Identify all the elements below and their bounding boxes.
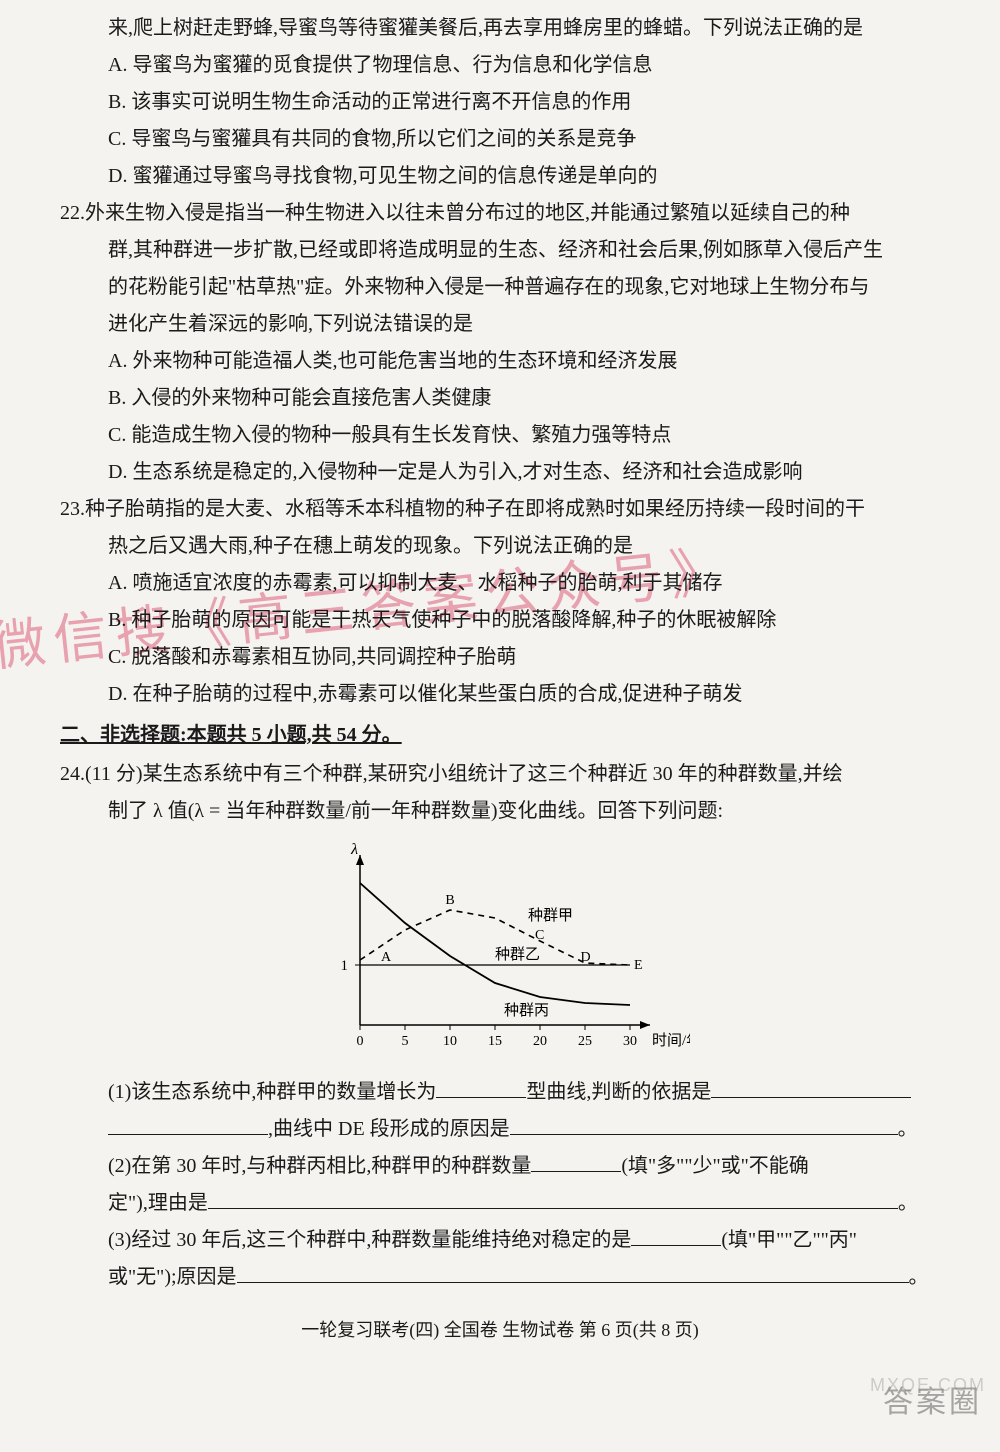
q22-body4: 进化产生着深远的影响,下列说法错误的是 [60, 306, 940, 343]
q22-option-a: A. 外来物种可能造福人类,也可能危害当地的生态环境和经济发展 [60, 343, 940, 380]
blank-p2-1[interactable] [531, 1150, 621, 1172]
q21-option-a: A. 导蜜鸟为蜜獾的觅食提供了物理信息、行为信息和化学信息 [60, 47, 940, 84]
blank-p1-2b[interactable] [108, 1113, 268, 1135]
svg-text:25: 25 [578, 1034, 592, 1049]
svg-text:种群丙: 种群丙 [504, 1002, 549, 1019]
q23-body1-text: 种子胎萌指的是大麦、水稻等禾本科植物的种子在即将成熟时如果经历持续一段时间的干 [85, 498, 865, 520]
q24-number: 24. [60, 756, 85, 793]
q24-p3a: (3)经过 30 年后,这三个种群中,种群数量能维持绝对稳定的是 [108, 1229, 631, 1251]
q24-p3end: 。 [909, 1266, 929, 1288]
q24-p1b: 型曲线,判断的依据是 [526, 1081, 711, 1103]
q22-option-c: C. 能造成生物入侵的物种一般具有生长发育快、繁殖力强等特点 [60, 417, 940, 454]
q23-option-d: D. 在种子胎萌的过程中,赤霉素可以催化某些蛋白质的合成,促进种子萌发 [60, 676, 940, 713]
q24-p2-line2: 定"),理由是 。 [60, 1185, 940, 1222]
blank-p1-3[interactable] [510, 1113, 898, 1135]
svg-text:30: 30 [623, 1034, 637, 1049]
watermark-mxqe: MXQE.COM [870, 1369, 986, 1402]
svg-text:5: 5 [402, 1034, 409, 1049]
q21-option-b: B. 该事实可说明生物生命活动的正常进行离不开信息的作用 [60, 84, 940, 121]
q21-tail: 来,爬上树赶走野蜂,导蜜鸟等待蜜獾美餐后,再去享用蜂房里的蜂蜡。下列说法正确的是 [60, 10, 940, 47]
svg-text:C: C [535, 928, 544, 943]
section2-header: 二、非选择题:本题共 5 小题,共 54 分。 [60, 717, 940, 754]
q22-option-d: D. 生态系统是稳定的,入侵物种一定是人为引入,才对生态、经济和社会造成影响 [60, 454, 940, 491]
q22-body2: 群,其种群进一步扩散,已经或即将造成明显的生态、经济和社会后果,例如豚草入侵后产… [60, 232, 940, 269]
q23-option-c: C. 脱落酸和赤霉素相互协同,共同调控种子胎萌 [60, 639, 940, 676]
svg-text:0: 0 [357, 1034, 364, 1049]
svg-text:E: E [634, 958, 643, 973]
q23-body1: 23.种子胎萌指的是大麦、水稻等禾本科植物的种子在即将成熟时如果经历持续一段时间… [60, 491, 940, 528]
page-footer: 一轮复习联考(四) 全国卷 生物试卷 第 6 页(共 8 页) [60, 1314, 940, 1347]
svg-text:D: D [581, 950, 591, 965]
q24-p1a: (1)该生态系统中,种群甲的数量增长为 [108, 1081, 436, 1103]
lambda-chart-svg: 0 5 10 15 20 25 30 1 λ 时间/年 A B C D E 种群甲种群乙种群丙 [310, 840, 690, 1060]
svg-text:种群甲: 种群甲 [528, 907, 573, 924]
q24-p2c: 定"),理由是 [108, 1192, 208, 1214]
q23-body2: 热之后又遇大雨,种子在穗上萌发的现象。下列说法正确的是 [60, 528, 940, 565]
q22-option-b: B. 入侵的外来物种可能会直接危害人类健康 [60, 380, 940, 417]
q24-body1-text: (11 分)某生态系统中有三个种群,某研究小组统计了这三个种群近 30 年的种群… [85, 763, 843, 785]
q24-body1: 24.(11 分)某生态系统中有三个种群,某研究小组统计了这三个种群近 30 年… [60, 756, 940, 793]
q24-p2a: (2)在第 30 年时,与种群丙相比,种群甲的种群数量 [108, 1155, 531, 1177]
q24-p2b: (填"多""少"或"不能确 [621, 1155, 808, 1177]
watermark-answer-circle: 答案圈 [883, 1375, 982, 1431]
svg-text:A: A [381, 950, 392, 965]
q23-option-a: A. 喷施适宜浓度的赤霉素,可以抑制大麦、水稻种子的胎萌,利于其储存 [60, 565, 940, 602]
q24-chart: 0 5 10 15 20 25 30 1 λ 时间/年 A B C D E 种群甲种群乙种群丙 [60, 840, 940, 1060]
blank-p2-2[interactable] [208, 1187, 898, 1209]
q24-p1-line1: (1)该生态系统中,种群甲的数量增长为 型曲线,判断的依据是 [60, 1074, 940, 1111]
q21-option-d: D. 蜜獾通过导蜜鸟寻找食物,可见生物之间的信息传递是单向的 [60, 158, 940, 195]
q22-body1-text: 外来生物入侵是指当一种生物进入以往未曾分布过的地区,并能通过繁殖以延续自己的种 [85, 202, 850, 224]
q24-p3-line2: 或"无");原因是 。 [60, 1259, 940, 1296]
q24-p3c: 或"无");原因是 [108, 1266, 237, 1288]
q22-body3: 的花粉能引起"枯草热"症。外来物种入侵是一种普遍存在的现象,它对地球上生物分布与 [60, 269, 940, 306]
q24-p1c: ,曲线中 DE 段形成的原因是 [268, 1118, 510, 1140]
q24-body2: 制了 λ 值(λ = 当年种群数量/前一年种群数量)变化曲线。回答下列问题: [60, 793, 940, 830]
q21-option-c: C. 导蜜鸟与蜜獾具有共同的食物,所以它们之间的关系是竞争 [60, 121, 940, 158]
svg-text:20: 20 [533, 1034, 547, 1049]
q24-p1end: 。 [898, 1118, 918, 1140]
q24-p3-line1: (3)经过 30 年后,这三个种群中,种群数量能维持绝对稳定的是 (填"甲""乙"… [60, 1222, 940, 1259]
q23-number: 23. [60, 491, 85, 528]
q24-p2-line1: (2)在第 30 年时,与种群丙相比,种群甲的种群数量 (填"多""少"或"不能确 [60, 1148, 940, 1185]
svg-text:时间/年: 时间/年 [652, 1032, 690, 1049]
q22-number: 22. [60, 195, 85, 232]
svg-text:种群乙: 种群乙 [495, 946, 540, 963]
svg-text:15: 15 [488, 1034, 502, 1049]
svg-text:λ: λ [350, 841, 358, 858]
svg-text:10: 10 [443, 1034, 457, 1049]
svg-text:1: 1 [341, 958, 349, 974]
q22-body1: 22.外来生物入侵是指当一种生物进入以往未曾分布过的地区,并能通过繁殖以延续自己… [60, 195, 940, 232]
blank-p3-2[interactable] [237, 1261, 909, 1283]
svg-text:B: B [445, 893, 454, 908]
q24-p1-line2: ,曲线中 DE 段形成的原因是 。 [60, 1111, 940, 1148]
blank-p1-2[interactable] [711, 1076, 911, 1098]
blank-p1-1[interactable] [436, 1076, 526, 1098]
q23-option-b: B. 种子胎萌的原因可能是干热天气使种子中的脱落酸降解,种子的休眠被解除 [60, 602, 940, 639]
q24-p3b: (填"甲""乙""丙" [721, 1229, 857, 1251]
blank-p3-1[interactable] [631, 1224, 721, 1246]
q24-p2end: 。 [898, 1192, 918, 1214]
